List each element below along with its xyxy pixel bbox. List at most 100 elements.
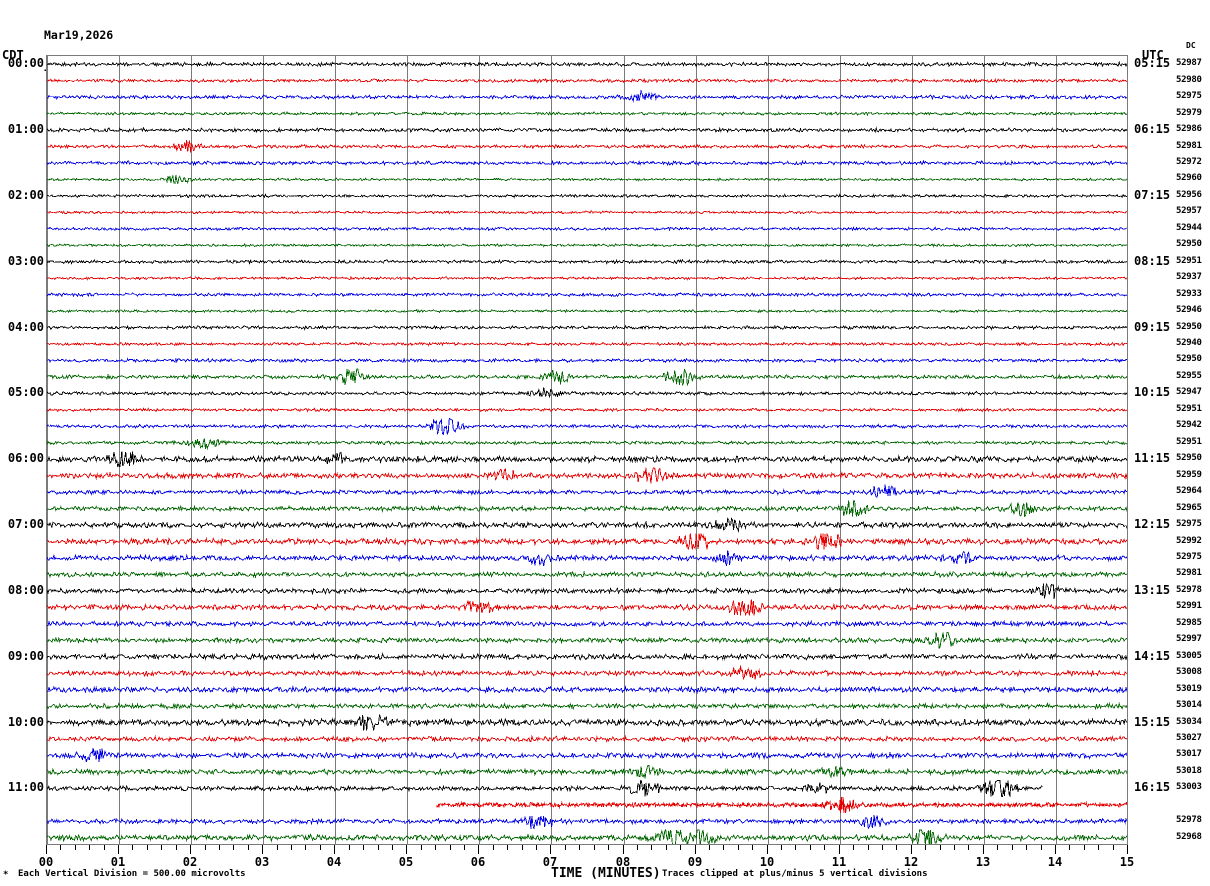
dc-value: 53014 (1176, 700, 1202, 711)
x-tick-minor (132, 845, 133, 850)
trace-row-38 (47, 685, 1127, 695)
dc-value: 52975 (1176, 551, 1202, 562)
x-tick-minor (896, 845, 897, 850)
dc-value: 53034 (1176, 716, 1202, 727)
dc-value: 52950 (1176, 354, 1202, 365)
x-tick-major (695, 845, 696, 854)
dc-value: 52956 (1176, 189, 1202, 200)
trace-row-44 (47, 780, 1043, 798)
x-tick-label-01: 01 (110, 855, 126, 869)
x-tick-label-04: 04 (326, 855, 342, 869)
x-tick-major (550, 845, 551, 854)
trace-row-47 (47, 828, 1127, 844)
x-tick-minor (392, 845, 393, 850)
gridline-minute-05 (407, 56, 408, 844)
hour-label-cdt: 05:00 (7, 385, 44, 400)
trace-row-33 (47, 599, 1127, 616)
x-tick-label-13: 13 (975, 855, 991, 869)
x-tick-minor (723, 845, 724, 850)
dc-value: 52940 (1176, 338, 1202, 349)
dc-value: 53017 (1176, 749, 1202, 760)
x-tick-minor (954, 845, 955, 850)
dc-value: 52964 (1176, 486, 1202, 497)
trace-row-34 (47, 619, 1127, 628)
trace-row-1 (47, 77, 1127, 84)
hour-label-utc: 05:15 (1134, 56, 1171, 71)
dc-value: 52986 (1176, 124, 1202, 135)
x-tick-minor (868, 845, 869, 850)
x-tick-minor (1041, 845, 1042, 850)
dc-column-header: DC (1186, 41, 1196, 50)
dc-value: 52968 (1176, 831, 1202, 842)
gridline-minute-06 (479, 56, 480, 844)
trace-row-36 (47, 652, 1127, 661)
trace-row-46 (47, 815, 1127, 830)
trace-row-0 (47, 60, 1127, 68)
x-tick-label-07: 07 (542, 855, 558, 869)
trace-row-37 (47, 665, 1127, 681)
x-tick-major (46, 845, 47, 854)
hour-label-utc: 16:15 (1134, 780, 1171, 795)
x-tick-major (478, 845, 479, 854)
x-tick-minor (104, 845, 105, 850)
trace-row-20 (47, 387, 1127, 398)
x-tick-minor (349, 845, 350, 850)
scale-note: Each Vertical Division = 500.00 microvol… (18, 869, 246, 879)
footnote-asterisk: * (3, 870, 9, 880)
x-tick-minor (291, 845, 292, 850)
dc-value: 52955 (1176, 370, 1202, 381)
x-tick-minor (522, 845, 523, 850)
x-tick-label-12: 12 (903, 855, 919, 869)
trace-row-22 (47, 417, 1127, 435)
x-tick-minor (277, 845, 278, 850)
trace-row-12 (47, 258, 1127, 265)
x-tick-minor (147, 845, 148, 850)
dc-value: 52950 (1176, 239, 1202, 250)
trace-row-16 (47, 324, 1127, 331)
x-tick-minor (1098, 845, 1099, 850)
dc-value: 52950 (1176, 321, 1202, 332)
x-tick-minor (810, 845, 811, 850)
right-timezone-label: UTC (1142, 48, 1164, 62)
dc-value: 53005 (1176, 650, 1202, 661)
x-tick-minor (968, 845, 969, 850)
gridline-minute-03 (263, 56, 264, 844)
x-tick-minor (940, 845, 941, 850)
dc-value: 52981 (1176, 140, 1202, 151)
trace-row-26 (47, 484, 1127, 498)
x-tick-major (839, 845, 840, 854)
x-tick-minor (680, 845, 681, 850)
dc-value: 52997 (1176, 634, 1202, 645)
hour-label-utc: 10:15 (1134, 385, 1171, 400)
hour-label-utc: 08:15 (1134, 253, 1171, 268)
x-tick-minor (248, 845, 249, 850)
hour-label-utc: 15:15 (1134, 714, 1171, 729)
trace-row-24 (47, 451, 1127, 468)
x-tick-minor (305, 845, 306, 850)
x-tick-minor (450, 845, 451, 850)
trace-row-42 (47, 748, 1127, 763)
dc-value: 52985 (1176, 617, 1202, 628)
dc-value: 52975 (1176, 519, 1202, 530)
trace-row-6 (47, 159, 1127, 167)
x-tick-minor (579, 845, 580, 850)
x-tick-minor (60, 845, 61, 850)
x-tick-minor (781, 845, 782, 850)
x-tick-major (406, 845, 407, 854)
hour-label-utc: 11:15 (1134, 451, 1171, 466)
x-tick-minor (882, 845, 883, 850)
trace-row-40 (47, 714, 1127, 731)
gridline-minute-13 (984, 56, 985, 844)
hour-label-cdt: 10:00 (7, 714, 44, 729)
gridline-minute-02 (191, 56, 192, 844)
dc-value: 52946 (1176, 305, 1202, 316)
trace-row-8 (47, 193, 1127, 199)
trace-row-19 (47, 368, 1127, 387)
dc-value: 52991 (1176, 601, 1202, 612)
hour-label-utc: 09:15 (1134, 319, 1171, 334)
x-axis-ticks (46, 845, 1128, 855)
x-tick-minor (997, 845, 998, 850)
x-tick-major (1055, 845, 1056, 854)
gridline-minute-14 (1056, 56, 1057, 844)
